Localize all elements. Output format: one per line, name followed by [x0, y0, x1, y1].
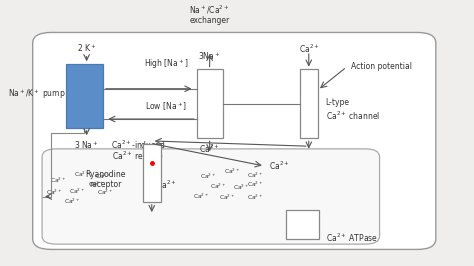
Text: 3Na$^+$: 3Na$^+$ [198, 51, 220, 62]
Text: Ca$^{2+}$: Ca$^{2+}$ [156, 178, 176, 191]
Text: Ca$^{2+}$: Ca$^{2+}$ [247, 180, 264, 189]
Text: Ca$^{2+}$: Ca$^{2+}$ [201, 172, 217, 181]
Text: Ca$^{2+}$: Ca$^{2+}$ [210, 181, 226, 190]
Text: exchanger: exchanger [189, 16, 229, 25]
Bar [197, 69, 222, 138]
Text: Ca$^{2+}$-induced: Ca$^{2+}$-induced [111, 139, 165, 151]
Text: Ca$^{2+}$: Ca$^{2+}$ [64, 197, 81, 206]
Bar [143, 144, 161, 202]
FancyBboxPatch shape [33, 32, 436, 250]
Bar [300, 69, 318, 138]
Text: Ca$^{2+}$: Ca$^{2+}$ [247, 193, 264, 202]
Bar [65, 64, 103, 128]
Text: Ca$^{2+}$: Ca$^{2+}$ [74, 169, 90, 179]
Text: Ca$^{2+}$ ATPase: Ca$^{2+}$ ATPase [326, 231, 378, 244]
Text: L-type: L-type [326, 98, 350, 107]
Text: Low [Na$^+$]: Low [Na$^+$] [145, 100, 187, 113]
Text: Ca$^{2+}$: Ca$^{2+}$ [247, 171, 264, 180]
Text: Na$^+$/K$^+$ pump: Na$^+$/K$^+$ pump [8, 88, 65, 102]
Text: High [Na$^+$]: High [Na$^+$] [144, 57, 189, 71]
Text: Ryanodine: Ryanodine [85, 169, 126, 178]
Text: Ca$^{2+}$: Ca$^{2+}$ [50, 176, 67, 185]
Text: Ca$^{2+}$: Ca$^{2+}$ [269, 160, 289, 172]
Text: Ca$^{2+}$ release: Ca$^{2+}$ release [112, 149, 164, 162]
Text: Ca$^{2+}$: Ca$^{2+}$ [199, 143, 219, 155]
Text: Ca$^{2+}$: Ca$^{2+}$ [233, 182, 249, 192]
Text: Ca$^{2+}$: Ca$^{2+}$ [88, 180, 104, 189]
Bar [286, 210, 319, 239]
Text: Na$^+$/Ca$^{2+}$: Na$^+$/Ca$^{2+}$ [189, 4, 229, 16]
Text: Ca$^{2+}$: Ca$^{2+}$ [219, 193, 236, 202]
Text: Ca$^{2+}$: Ca$^{2+}$ [46, 188, 62, 197]
Text: Ca$^{2+}$: Ca$^{2+}$ [69, 186, 85, 196]
Text: Ca$^{2+}$: Ca$^{2+}$ [193, 192, 210, 201]
FancyBboxPatch shape [42, 149, 380, 244]
Text: Action potential: Action potential [351, 62, 412, 71]
Text: Ca$^{2+}$: Ca$^{2+}$ [224, 167, 240, 176]
Text: Ca$^{2+}$: Ca$^{2+}$ [97, 188, 114, 197]
Text: 2 K$^+$: 2 K$^+$ [77, 43, 96, 54]
Text: Ca$^{2+}$: Ca$^{2+}$ [299, 42, 319, 55]
Text: receptor: receptor [89, 180, 121, 189]
Text: Ca$^{2+}$ channel: Ca$^{2+}$ channel [326, 110, 380, 122]
Text: 3 Na$^+$: 3 Na$^+$ [74, 139, 99, 151]
Text: Ca$^{2+}$: Ca$^{2+}$ [95, 172, 111, 181]
